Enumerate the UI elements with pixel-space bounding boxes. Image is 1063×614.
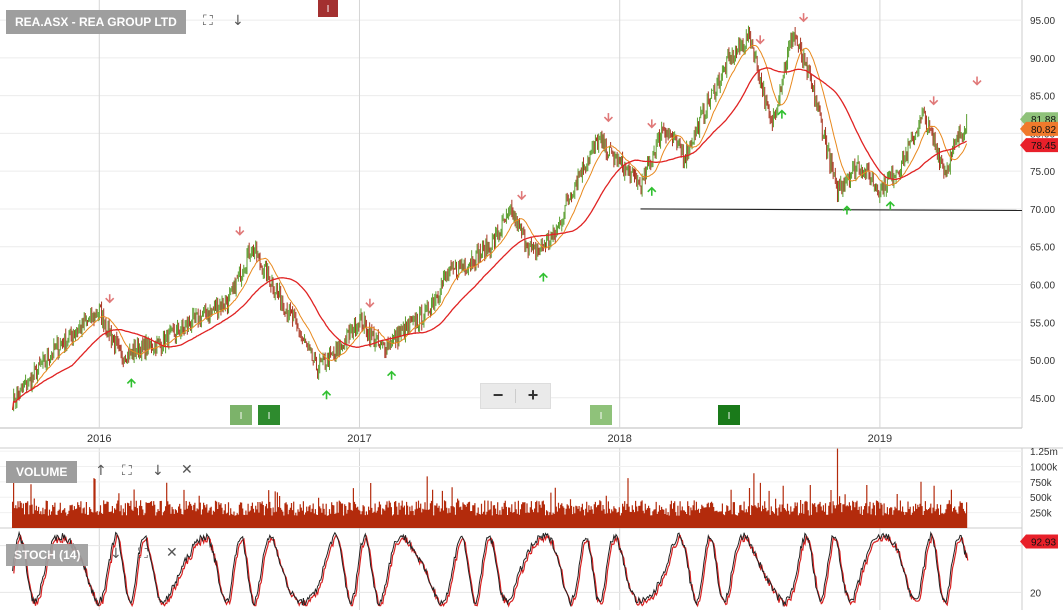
sell-arrow bbox=[235, 226, 245, 236]
event-marker-label: I bbox=[268, 411, 271, 422]
stoch-panel-title[interactable]: STOCH (14) bbox=[6, 544, 89, 566]
zoom-control: − + bbox=[480, 383, 551, 409]
event-marker-label: I bbox=[600, 411, 603, 422]
stoch-k-line bbox=[12, 530, 968, 608]
buy-arrow bbox=[538, 272, 548, 282]
x-tick-label: 2019 bbox=[868, 433, 892, 445]
buy-arrow bbox=[885, 200, 895, 211]
stoch-value-tag: 92.93 bbox=[1020, 534, 1058, 549]
zoom-divider bbox=[515, 389, 516, 403]
price-axis: 45.0050.0055.0060.0065.0070.0075.0080.00… bbox=[1030, 16, 1055, 405]
support-level-line bbox=[640, 208, 1023, 212]
zoom-out-button[interactable]: − bbox=[492, 385, 504, 405]
support-line bbox=[640, 208, 1023, 212]
expand-icon[interactable]: ⛶ bbox=[203, 13, 213, 29]
volume-tick-label: 1.25m bbox=[1030, 447, 1058, 458]
x-tick-label: 2016 bbox=[87, 433, 111, 445]
price-tag-label: 80.82 bbox=[1031, 125, 1056, 136]
buy-arrow bbox=[647, 186, 657, 196]
symbol-title[interactable]: REA.ASX - REA GROUP LTD bbox=[6, 10, 186, 34]
close-icon[interactable]: ✕ bbox=[166, 545, 178, 561]
price-tick-label: 65.00 bbox=[1030, 243, 1055, 254]
sell-arrow bbox=[647, 119, 657, 129]
price-tick-label: 85.00 bbox=[1030, 92, 1055, 103]
buy-arrow bbox=[321, 390, 332, 400]
zoom-in-button[interactable]: + bbox=[527, 385, 539, 405]
ma-fast-line bbox=[12, 45, 968, 410]
event-marker[interactable]: I bbox=[230, 405, 252, 425]
event-marker[interactable]: I bbox=[718, 405, 740, 425]
volume-tick-label: 750k bbox=[1030, 478, 1053, 489]
volume-tick-label: 1000k bbox=[1030, 462, 1058, 473]
close-icon[interactable]: ✕ bbox=[181, 462, 193, 478]
sell-arrow bbox=[972, 76, 982, 86]
arrow-down-icon[interactable]: ↓ bbox=[110, 546, 122, 562]
price-tag-label: 81.88 bbox=[1031, 115, 1056, 126]
volume-tick-label: 500k bbox=[1030, 493, 1053, 504]
x-axis: 2016 2017 2018 2019 bbox=[87, 433, 892, 445]
buy-arrow bbox=[387, 370, 397, 380]
price-tag: 78.45 bbox=[1020, 138, 1058, 153]
moving-averages bbox=[11, 45, 968, 410]
event-markers: I I I I I bbox=[230, 0, 740, 425]
volume-axis: 250k 500k 750k 1000k 1.25m bbox=[1030, 447, 1058, 520]
sell-arrow bbox=[517, 191, 527, 201]
stoch-panel bbox=[0, 530, 1022, 608]
sell-arrow bbox=[365, 298, 375, 308]
arrow-down-icon[interactable]: ↓ bbox=[232, 13, 244, 29]
price-tick-label: 45.00 bbox=[1030, 394, 1055, 405]
event-marker[interactable]: I bbox=[590, 405, 612, 425]
price-tick-label: 50.00 bbox=[1030, 356, 1055, 367]
buy-arrow bbox=[842, 205, 852, 215]
stoch-axis: 20 bbox=[1030, 588, 1042, 599]
price-tag: 80.82 bbox=[1020, 121, 1058, 136]
event-marker-label: I bbox=[240, 411, 243, 422]
price-tick-label: 60.00 bbox=[1030, 280, 1055, 291]
event-marker-label: I bbox=[327, 4, 330, 15]
stoch-value-tag-label: 92.93 bbox=[1031, 538, 1056, 549]
sell-arrow bbox=[603, 113, 613, 123]
volume-panel-title[interactable]: VOLUME bbox=[6, 461, 78, 483]
sell-arrow bbox=[105, 294, 115, 304]
event-marker[interactable]: I bbox=[318, 0, 338, 17]
ma-slow-line bbox=[11, 67, 967, 410]
price-tick-label: 75.00 bbox=[1030, 167, 1055, 178]
sell-arrow bbox=[755, 35, 765, 45]
stoch-tick-label: 20 bbox=[1030, 588, 1042, 599]
x-tick-label: 2017 bbox=[347, 433, 371, 445]
volume-bars bbox=[12, 448, 968, 528]
expand-icon[interactable]: ⛶ bbox=[138, 546, 148, 562]
expand-icon[interactable]: ⛶ bbox=[122, 463, 132, 479]
signal-arrows bbox=[105, 13, 982, 400]
volume-bars-path bbox=[12, 448, 968, 528]
volume-tick-label: 250k bbox=[1030, 509, 1053, 520]
price-tag-label: 78.45 bbox=[1031, 141, 1056, 152]
price-candles bbox=[13, 25, 968, 412]
event-marker-label: I bbox=[728, 411, 731, 422]
x-tick-label: 2018 bbox=[607, 433, 631, 445]
event-marker[interactable]: I bbox=[258, 405, 280, 425]
sell-arrow bbox=[929, 96, 939, 106]
price-tick-label: 90.00 bbox=[1030, 54, 1055, 65]
price-tick-label: 95.00 bbox=[1030, 16, 1055, 27]
price-tick-label: 55.00 bbox=[1030, 318, 1055, 329]
arrow-up-icon[interactable]: ↑ bbox=[95, 463, 107, 479]
buy-arrow bbox=[126, 378, 136, 388]
sell-arrow bbox=[799, 13, 809, 23]
buy-arrow bbox=[777, 109, 787, 119]
price-tick-label: 70.00 bbox=[1030, 205, 1055, 216]
arrow-down-icon[interactable]: ↓ bbox=[152, 463, 164, 479]
